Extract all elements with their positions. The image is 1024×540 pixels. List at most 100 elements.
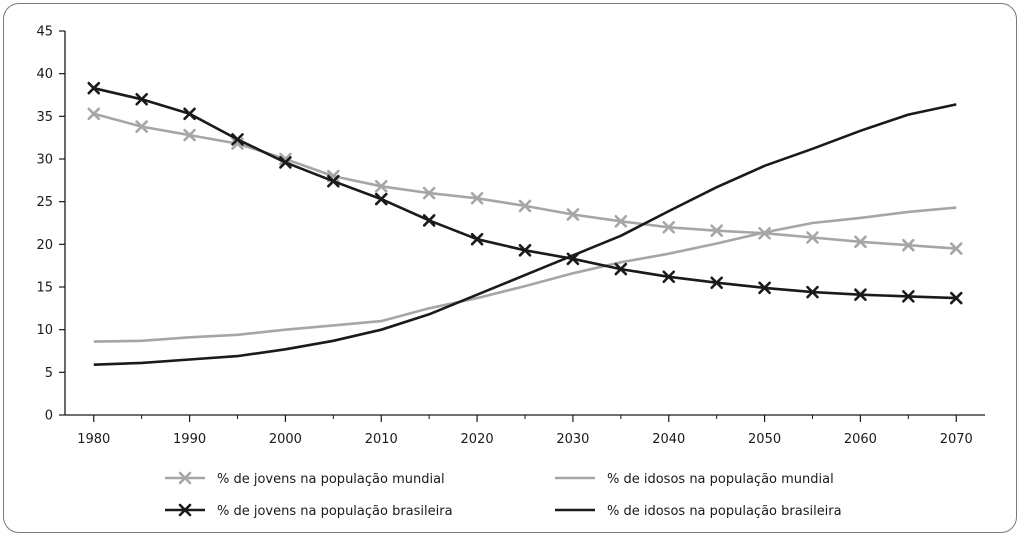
data-point [710,224,723,237]
legend-label: % de jovens na população brasileira [217,504,453,519]
data-point [279,156,292,169]
x-tick-label: 2070 [940,432,973,447]
legend-marker-b [178,503,192,517]
data-point [949,242,963,255]
data-point-b [518,199,532,213]
data-point [374,192,388,206]
data-point [183,107,196,121]
data-point-b [949,242,963,255]
legend-marker-b [178,471,192,485]
data-point [374,180,388,193]
series-layer [87,81,963,366]
data-point [710,276,723,290]
data-point-b [662,270,676,284]
x-tick-label: 2000 [269,432,302,447]
data-point-b [231,133,244,146]
data-point-b [327,174,340,188]
data-point-b [374,192,388,206]
legend: % de jovens na população mundial % de ido… [165,471,842,519]
data-point [902,238,915,252]
data-point [662,270,676,284]
x-tick-label: 2050 [748,432,781,447]
data-point-b [470,232,484,246]
data-point [183,128,196,142]
data-point [470,232,484,246]
data-point [327,174,340,188]
series-0 [87,107,963,255]
data-point-b [279,156,292,169]
series-3 [93,103,957,366]
data-point-b [470,191,484,205]
y-tick-label: 35 [36,110,53,125]
y-tick-label: 40 [36,67,53,82]
series-line-2 [93,86,957,300]
legend-label: % de jovens na população mundial [217,472,445,487]
data-point [662,220,676,234]
data-point-b [422,214,436,227]
y-tick-label: 15 [36,281,53,296]
y-tick-label: 5 [45,366,53,381]
data-point [422,186,436,200]
data-point-b [710,276,723,290]
y-tick-label: 10 [36,323,53,338]
data-point-b [854,288,867,301]
x-tick-label: 1980 [77,432,110,447]
data-point-b [374,180,388,193]
series-1 [93,206,957,343]
data-point [614,262,628,276]
series-line-1 [93,206,957,343]
x-tick-label: 2040 [652,432,685,447]
data-point-b [135,92,148,106]
legend-item-3: % de idosos na população brasileira [555,504,842,519]
y-tick-label: 30 [36,153,53,168]
x-tick-label: 2030 [556,432,589,447]
data-point-b [614,214,628,228]
legend-item-0: % de jovens na população mundial [165,471,445,487]
data-point-b [135,120,148,133]
data-point-b [806,285,819,299]
data-point-b [662,220,676,234]
data-point-b [949,291,963,305]
data-point-b [87,81,101,95]
data-point-b [758,281,771,295]
legend-label: % de idosos na população brasileira [607,504,842,519]
data-point [231,133,244,146]
data-point [87,81,101,95]
data-point [806,231,819,244]
data-point [758,281,771,295]
data-point [422,214,436,227]
legend-marker [178,471,192,485]
data-point [518,244,532,257]
data-point [902,290,915,303]
x-tick-label: 1990 [173,432,206,447]
data-point [518,199,532,213]
data-point-b [566,208,580,221]
ticks: 0 5 10 15 20 25 30 35 40 45 1980 1990 2000 2010 2020 20… [36,25,972,448]
data-point [806,285,819,299]
series-line-3 [93,103,957,366]
y-tick-label: 45 [36,25,53,40]
data-point [854,288,867,301]
series-2 [87,81,963,305]
chart-frame [3,3,1017,533]
data-point-b [87,107,101,121]
data-point [87,107,101,121]
data-point-b [183,107,196,121]
data-point-b [806,231,819,244]
data-point [135,120,148,133]
data-point-b [518,244,532,257]
y-tick-label: 20 [36,238,53,253]
data-point-b [854,235,867,249]
legend-item-1: % de idosos na população mundial [555,472,834,487]
data-point-b [902,290,915,303]
data-point-b [279,152,292,166]
data-point [566,208,580,221]
data-point [135,92,148,106]
data-point [949,291,963,305]
x-tick-label: 2020 [461,432,494,447]
data-point-b [902,238,915,252]
x-tick-label: 2010 [365,432,398,447]
data-point-b [422,186,436,200]
data-point [470,191,484,205]
y-tick-label: 25 [36,195,53,210]
